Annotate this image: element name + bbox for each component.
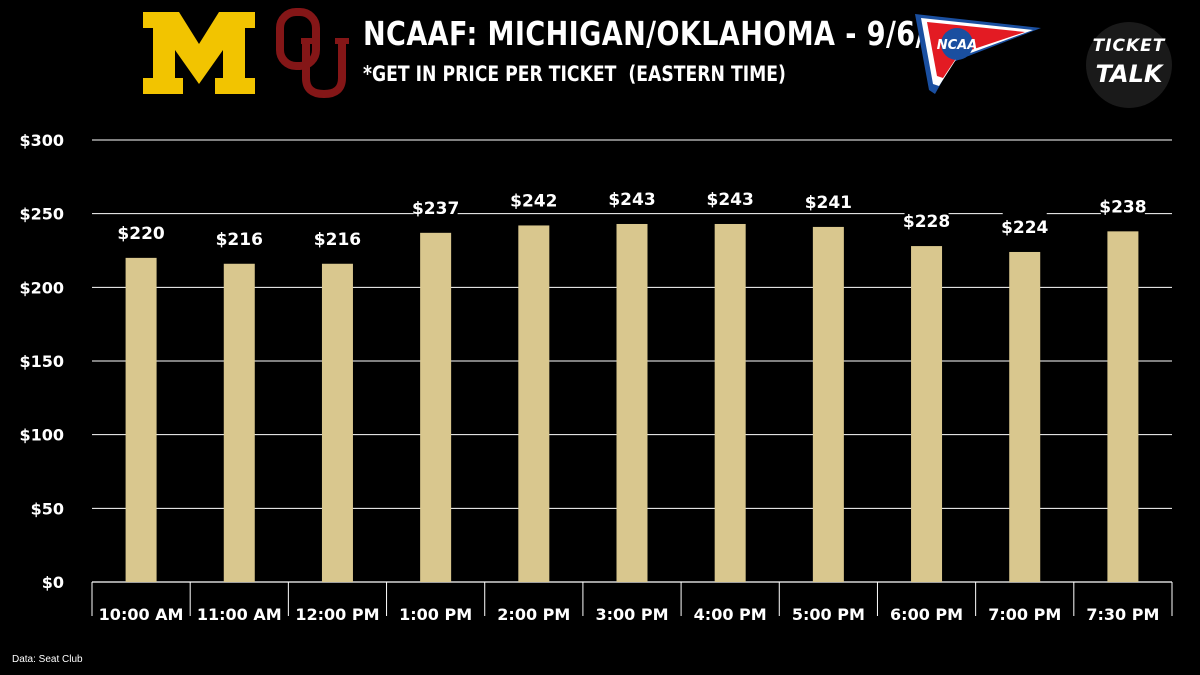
data-label: $224 <box>1001 218 1048 238</box>
badge-line-1: TICKET <box>1092 36 1166 56</box>
y-tick-label: $250 <box>19 205 64 224</box>
y-tick-label: $300 <box>19 131 64 150</box>
badge-line-2: TALK <box>1095 60 1163 88</box>
bar <box>616 223 648 583</box>
ncaa-logo: NCAA <box>915 14 1041 94</box>
data-label-backdrop <box>1100 192 1145 217</box>
data-label-backdrop <box>217 224 262 249</box>
data-label: $243 <box>707 190 754 210</box>
x-tick-label: 6:00 PM <box>890 605 963 624</box>
y-tick-label: $0 <box>42 573 64 592</box>
data-label-backdrop <box>806 187 851 212</box>
x-tick-label: 11:00 AM <box>197 605 282 624</box>
x-tick-label: 1:00 PM <box>399 605 472 624</box>
x-tick-label: 3:00 PM <box>595 605 668 624</box>
data-label: $228 <box>903 212 950 232</box>
y-tick-label: $100 <box>19 426 64 445</box>
data-label-backdrop <box>708 184 753 209</box>
data-label-backdrop <box>610 184 654 209</box>
michigan-m-shape <box>143 12 255 94</box>
bar <box>1107 231 1139 582</box>
data-label: $216 <box>314 230 361 250</box>
y-tick-label: $150 <box>19 352 64 371</box>
y-tick-label: $50 <box>31 499 64 518</box>
x-tick-label: 4:00 PM <box>694 605 767 624</box>
x-tick-label: 2:00 PM <box>497 605 570 624</box>
bar <box>714 223 746 583</box>
chart-header: NCAAF: MICHIGAN/OKLAHOMA - 9/6/25 *GET I… <box>0 0 1200 110</box>
bar <box>518 225 550 582</box>
data-label: $216 <box>216 230 263 250</box>
ou-u-shape <box>302 42 346 99</box>
bar <box>420 232 452 582</box>
ncaa-logo-text: NCAA <box>937 38 978 53</box>
x-tick-label: 10:00 AM <box>99 605 184 624</box>
x-tick-label: 12:00 PM <box>295 605 379 624</box>
ticket-talk-badge: TICKET TALK <box>1086 22 1172 108</box>
data-source: Data: Seat Club <box>12 654 83 665</box>
x-tick-label: 5:00 PM <box>792 605 865 624</box>
michigan-logo <box>143 12 255 94</box>
oklahoma-logo <box>276 8 349 99</box>
data-label-backdrop <box>511 186 556 211</box>
bar <box>125 257 157 582</box>
y-tick-label: $200 <box>19 278 64 297</box>
chart-subtitle: *GET IN PRICE PER TICKET (EASTERN TIME) <box>363 62 786 86</box>
data-label: $241 <box>805 193 852 213</box>
bar <box>1009 251 1041 582</box>
bar <box>812 226 844 582</box>
data-label: $237 <box>412 199 459 219</box>
x-tick-label: 7:30 PM <box>1086 605 1159 624</box>
data-label-backdrop <box>413 193 458 218</box>
bar <box>911 246 943 582</box>
data-label: $242 <box>510 191 557 211</box>
data-label: $220 <box>117 224 164 244</box>
data-label: $243 <box>608 190 655 210</box>
data-label: $238 <box>1099 197 1146 217</box>
data-label-backdrop <box>1002 212 1047 237</box>
chart-title: NCAAF: MICHIGAN/OKLAHOMA - 9/6/25 <box>363 14 965 53</box>
bar <box>223 263 255 582</box>
ou-o-shape <box>276 8 320 70</box>
data-label-backdrop <box>119 218 164 243</box>
bar <box>321 263 353 582</box>
x-tick-label: 7:00 PM <box>988 605 1061 624</box>
data-label-backdrop <box>904 207 949 232</box>
data-label-backdrop <box>315 224 360 249</box>
